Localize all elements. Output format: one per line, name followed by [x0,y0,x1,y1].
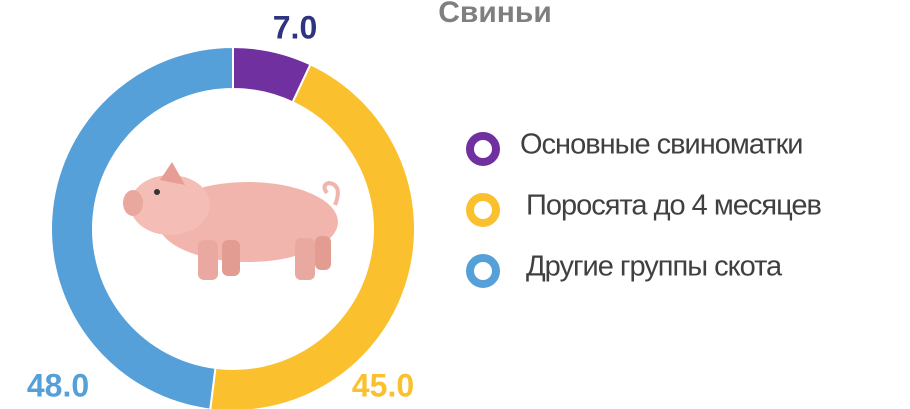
pig-illustration [123,162,340,280]
legend-label: Основные свиноматки [520,129,803,161]
legend-label: Поросята до 4 месяцев [526,190,822,222]
chart-title: Свиньи [438,0,552,29]
donut-slice [209,62,416,409]
donut-slice [50,45,234,409]
legend-marker [466,132,500,166]
value-label: 45.0 [352,367,414,403]
legend-label: Другие группы скота [526,251,783,283]
legend-marker [466,193,500,227]
value-label: 48.0 [27,367,89,403]
value-label: 7.0 [273,9,317,45]
legend-marker [466,254,500,288]
